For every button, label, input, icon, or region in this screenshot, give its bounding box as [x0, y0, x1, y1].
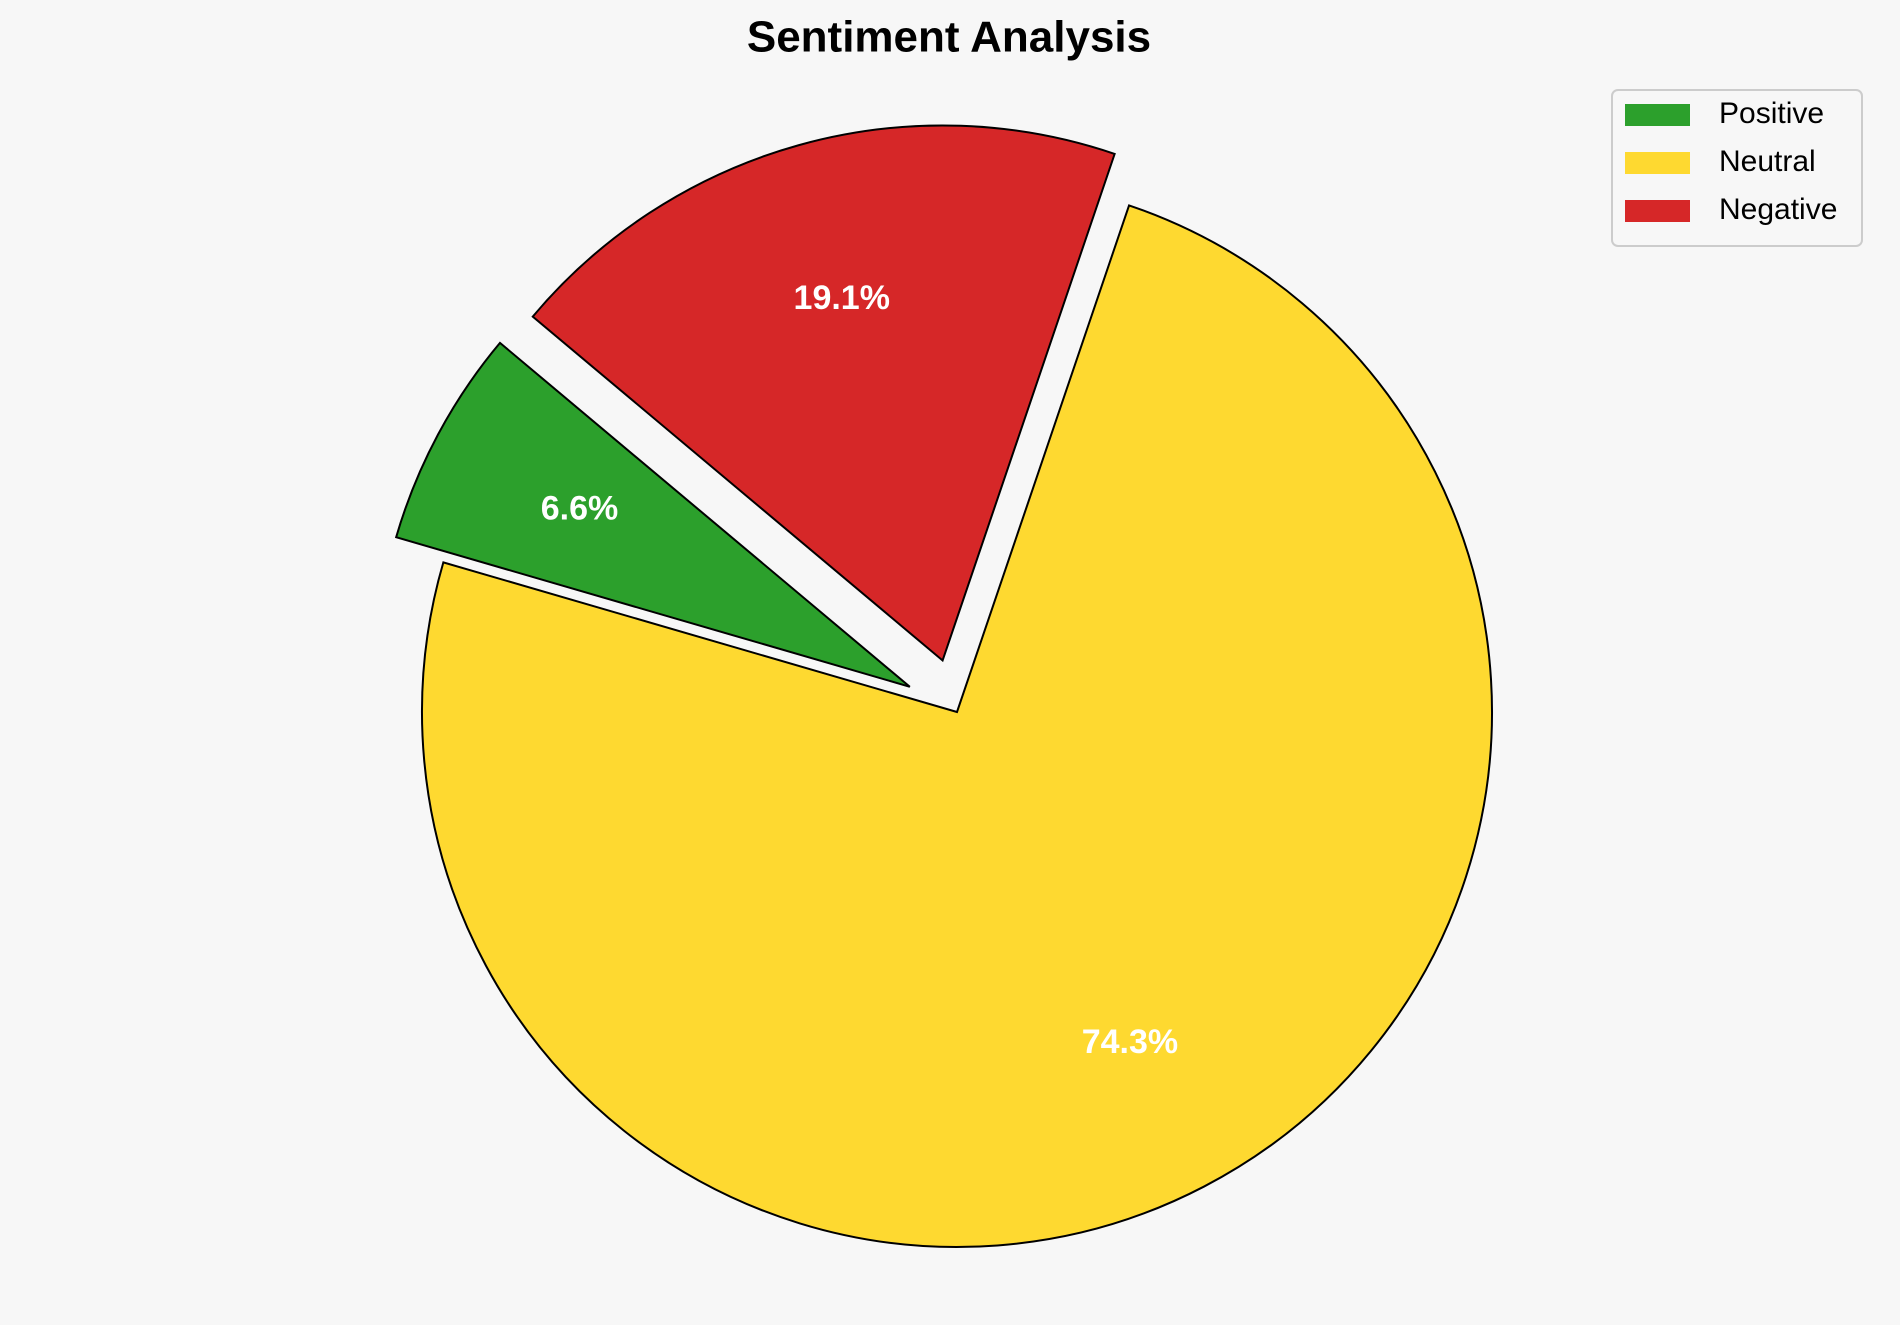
- legend-label: Negative: [1719, 193, 1837, 226]
- legend-label: Positive: [1719, 97, 1824, 130]
- chart-title: Sentiment Analysis: [747, 13, 1151, 62]
- pie-slice: [531, 124, 1116, 663]
- legend-swatch: [1625, 152, 1690, 174]
- pie-slice: [421, 204, 1493, 1248]
- slice-label: 74.3%: [1082, 1023, 1178, 1061]
- legend-swatch: [1625, 104, 1690, 126]
- slice-label: 19.1%: [794, 279, 890, 317]
- legend-swatch: [1625, 200, 1690, 222]
- pie-slice: [394, 341, 911, 688]
- slice-label: 6.6%: [541, 489, 619, 527]
- legend-label: Neutral: [1719, 145, 1816, 178]
